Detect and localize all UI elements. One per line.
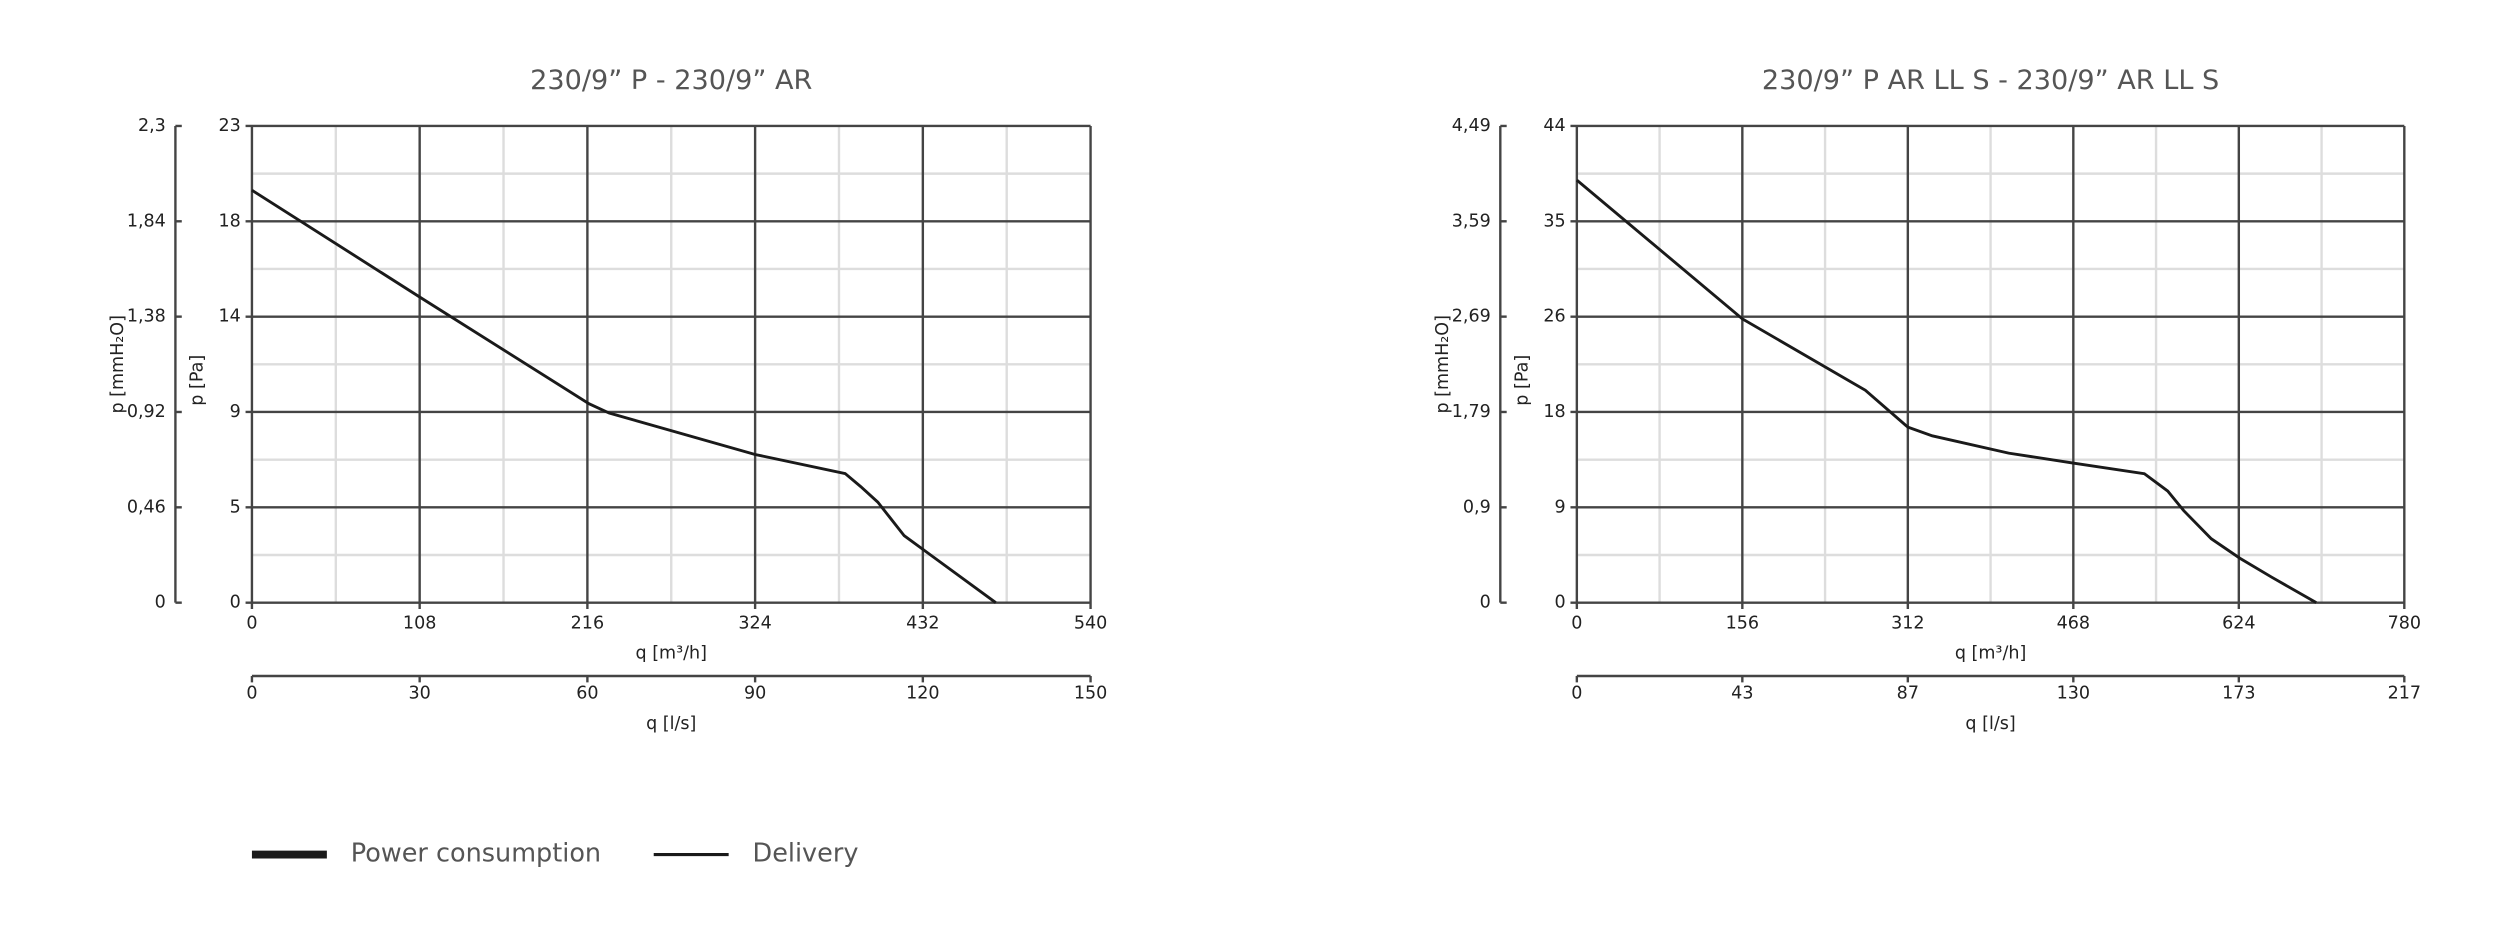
y2-axis-label: p [mmH₂O] xyxy=(1433,315,1453,413)
x2-tick-label: 87 xyxy=(1897,684,1919,704)
x-tick-label: 624 xyxy=(2222,613,2255,633)
x-axis-label: q [m³/h] xyxy=(636,644,707,664)
y-tick-label: 0 xyxy=(1555,593,1566,613)
y-tick-label: 9 xyxy=(230,402,241,422)
x2-tick-label: 217 xyxy=(2388,684,2421,704)
y2-tick-label: 0,9 xyxy=(1463,497,1491,517)
x-tick-label: 540 xyxy=(1074,613,1107,633)
y2-tick-label: 2,69 xyxy=(1452,307,1491,327)
y2-tick-label: 0,92 xyxy=(127,402,166,422)
x2-tick-label: 30 xyxy=(409,684,431,704)
y-tick-label: 0 xyxy=(230,593,241,613)
y-tick-label: 44 xyxy=(1543,116,1565,136)
chart-title: 230/9” P - 230/9” AR xyxy=(530,65,812,96)
x-tick-label: 156 xyxy=(1726,613,1759,633)
chart-title: 230/9” P AR LL S - 230/9” AR LL S xyxy=(1762,65,2219,96)
x-tick-label: 432 xyxy=(906,613,939,633)
y-tick-label: 23 xyxy=(218,116,240,136)
legend-label: Power consumption xyxy=(351,839,601,869)
x2-tick-label: 60 xyxy=(576,684,598,704)
legend-label: Delivery xyxy=(753,839,859,869)
y2-tick-label: 4,49 xyxy=(1452,116,1491,136)
y2-tick-label: 0 xyxy=(1480,593,1491,613)
x2-tick-label: 43 xyxy=(1731,684,1753,704)
y-tick-label: 14 xyxy=(218,307,240,327)
y2-tick-label: 1,79 xyxy=(1452,402,1491,422)
x-tick-label: 216 xyxy=(571,613,604,633)
x2-tick-label: 150 xyxy=(1074,684,1107,704)
x2-tick-label: 120 xyxy=(906,684,939,704)
y-tick-label: 18 xyxy=(218,211,240,231)
x-tick-label: 324 xyxy=(738,613,771,633)
x-tick-label: 312 xyxy=(1891,613,1924,633)
y2-tick-label: 2,3 xyxy=(138,116,166,136)
x-tick-label: 0 xyxy=(1571,613,1582,633)
y-tick-label: 26 xyxy=(1543,307,1565,327)
x2-tick-label: 173 xyxy=(2222,684,2255,704)
y2-tick-label: 1,84 xyxy=(127,211,166,231)
y-axis-label: p [Pa] xyxy=(188,355,208,406)
y2-tick-label: 1,38 xyxy=(127,307,166,327)
x-tick-label: 108 xyxy=(403,613,436,633)
x2-tick-label: 0 xyxy=(246,684,257,704)
delivery-line xyxy=(251,188,997,604)
x-tick-label: 780 xyxy=(2388,613,2421,633)
x-axis-label: q [m³/h] xyxy=(1955,644,2026,664)
y-tick-label: 35 xyxy=(1543,211,1565,231)
y2-axis-label: p [mmH₂O] xyxy=(108,315,128,413)
y-tick-label: 9 xyxy=(1555,497,1566,517)
x2-tick-label: 130 xyxy=(2057,684,2090,704)
y-tick-label: 18 xyxy=(1543,402,1565,422)
y-tick-label: 5 xyxy=(230,497,241,517)
x2-axis-label: q [l/s] xyxy=(646,714,696,734)
delivery-line xyxy=(1575,179,2317,604)
x2-tick-label: 90 xyxy=(744,684,766,704)
x-tick-label: 0 xyxy=(246,613,257,633)
x2-axis-label: q [l/s] xyxy=(1965,714,2015,734)
x2-tick-label: 0 xyxy=(1571,684,1582,704)
y2-tick-label: 0,46 xyxy=(127,497,166,517)
y2-tick-label: 3,59 xyxy=(1452,211,1491,231)
y2-tick-label: 0 xyxy=(155,593,166,613)
y-axis-label: p [Pa] xyxy=(1513,355,1533,406)
x-tick-label: 468 xyxy=(2057,613,2090,633)
